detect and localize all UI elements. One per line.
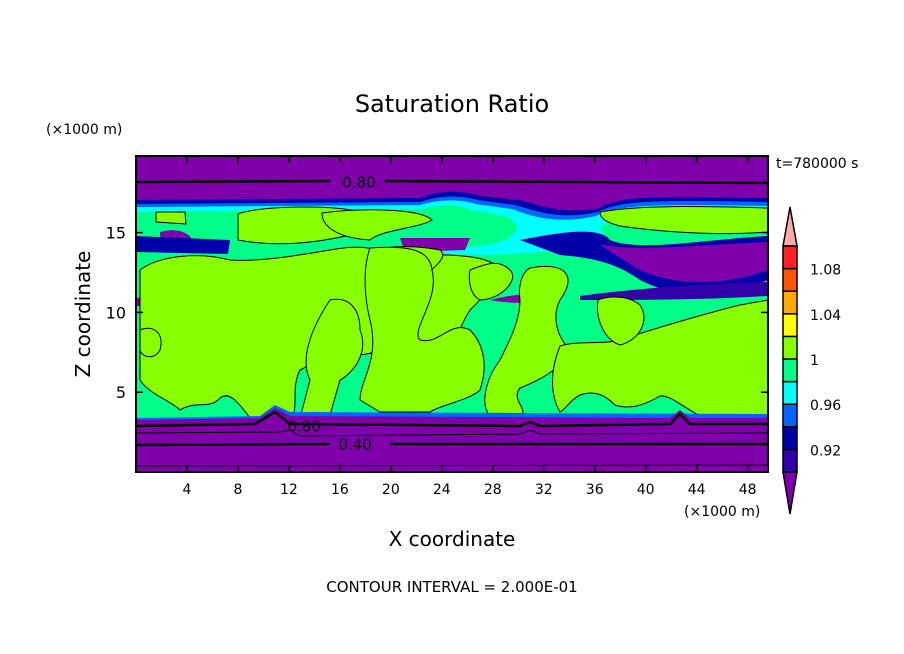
colorbar-label: 1.08 bbox=[810, 263, 841, 279]
colorbar-over-triangle bbox=[782, 206, 798, 247]
y-units-label: (×1000 m) bbox=[46, 122, 122, 138]
x-tick-label: 36 bbox=[586, 482, 604, 498]
colorbar-under-triangle bbox=[782, 471, 798, 515]
x-tick-label: 32 bbox=[535, 482, 553, 498]
y-tick-label: 10 bbox=[106, 303, 126, 322]
colorbar-box bbox=[782, 267, 798, 292]
colorbar-label: 0.96 bbox=[810, 398, 841, 414]
x-tick-label: 44 bbox=[688, 482, 706, 498]
x-units-label: (×1000 m) bbox=[684, 504, 760, 520]
colorbar-box bbox=[782, 245, 798, 270]
contour-interval-note: CONTOUR INTERVAL = 2.000E-01 bbox=[326, 578, 577, 596]
x-tick-label: 48 bbox=[739, 482, 757, 498]
plot-frame bbox=[135, 155, 769, 473]
colorbar-label: 0.92 bbox=[810, 443, 841, 459]
colorbar: 0.92 0.96 1 1.04 1.08 bbox=[782, 206, 841, 515]
colorbar-box bbox=[782, 403, 798, 428]
colorbar-box bbox=[782, 448, 798, 473]
x-tick-label: 4 bbox=[183, 482, 192, 498]
x-tick-label: 8 bbox=[233, 482, 242, 498]
x-axis-label: X coordinate bbox=[389, 527, 516, 551]
x-tick-label: 40 bbox=[637, 482, 655, 498]
chart-title: Saturation Ratio bbox=[355, 90, 549, 118]
colorbar-label: 1 bbox=[810, 353, 819, 369]
x-tick-label: 24 bbox=[433, 482, 451, 498]
contour-label: 0.40 bbox=[338, 435, 371, 453]
y-tick-label: 15 bbox=[106, 224, 126, 243]
contour-field: 0.80 0.80 0.40 bbox=[136, 156, 768, 472]
x-tick-label: 28 bbox=[484, 482, 502, 498]
y-tick-label: 5 bbox=[116, 383, 126, 402]
colorbar-box bbox=[782, 426, 798, 451]
x-tick-label: 12 bbox=[280, 482, 298, 498]
y-axis-label: Z coordinate bbox=[71, 251, 95, 378]
colorbar-box bbox=[782, 290, 798, 315]
colorbar-box bbox=[782, 313, 798, 338]
contour-label: 0.80 bbox=[342, 174, 375, 192]
colorbar-label: 1.04 bbox=[810, 308, 841, 324]
colorbar-box bbox=[782, 335, 798, 360]
x-tick-label: 16 bbox=[331, 482, 349, 498]
time-label: t=780000 s bbox=[776, 156, 858, 172]
colorbar-box bbox=[782, 358, 798, 383]
colorbar-box bbox=[782, 380, 798, 405]
x-tick-label: 20 bbox=[382, 482, 400, 498]
contour-label: 0.80 bbox=[287, 418, 320, 436]
